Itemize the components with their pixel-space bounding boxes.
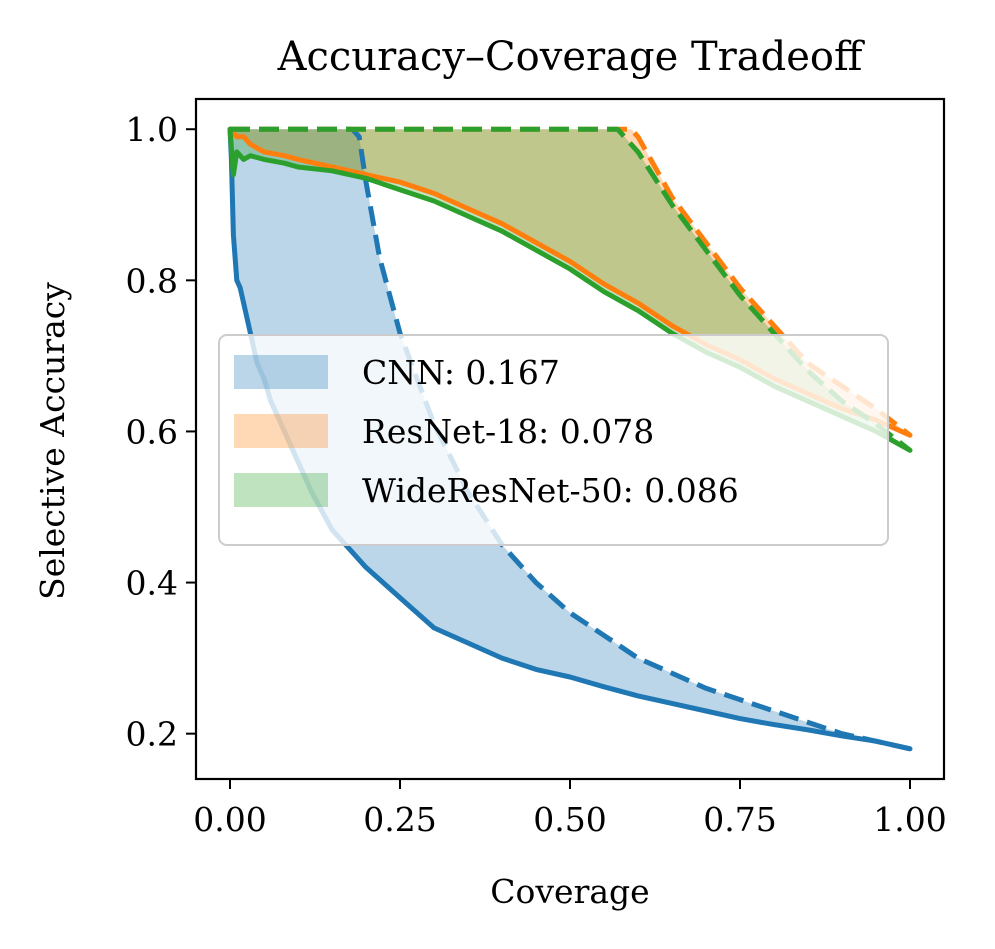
line-actual-cnn <box>227 126 913 752</box>
legend-swatch-wideresnet-50 <box>234 473 328 507</box>
area-cnn <box>230 129 910 749</box>
tick-layer: 0.00 0.25 0.50 0.75 1.00 0.2 0.4 0.6 0.8 1.0 <box>126 110 947 839</box>
legend-label-cnn: CNN: 0.167 <box>362 353 560 392</box>
x-axis-label: Coverage <box>490 872 649 911</box>
legend-frame <box>218 334 889 546</box>
legend-label-wideresnet-50: WideResNet-50: 0.086 <box>362 471 739 510</box>
x-tick-label: 0.50 <box>533 800 606 839</box>
y-axis-label: Selective Accuracy <box>33 282 72 600</box>
x-tick-label: 0.25 <box>363 800 436 839</box>
line-oracle-resnet-18 <box>230 126 912 438</box>
y-tick-label: 0.6 <box>126 412 178 451</box>
y-tick-label: 0.4 <box>126 564 178 603</box>
x-tick-label: 0.00 <box>193 800 266 839</box>
y-tick-label: 0.2 <box>126 715 178 754</box>
legend: CNN: 0.167 ResNet-18: 0.078 WideResNet-50:… <box>218 334 889 546</box>
line-oracle-wideresnet-50 <box>230 126 912 453</box>
x-tick-label: 1.00 <box>873 800 946 839</box>
legend-swatch-cnn <box>234 355 328 389</box>
legend-label-resnet-18: ResNet-18: 0.078 <box>362 412 654 451</box>
legend-swatch-resnet-18 <box>234 414 328 448</box>
y-tick-label: 0.8 <box>126 261 178 300</box>
plot-frame <box>194 97 946 781</box>
chart-title: Accuracy–Coverage Tradeoff <box>277 34 865 80</box>
y-tick-label: 1.0 <box>126 110 178 149</box>
x-tick-label: 0.75 <box>703 800 776 839</box>
